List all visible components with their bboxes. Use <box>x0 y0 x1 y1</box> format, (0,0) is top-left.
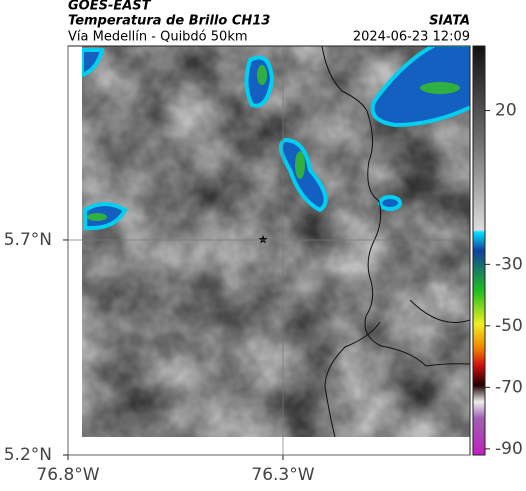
satellite-image <box>82 46 470 437</box>
route: Vía Medellín - Quibdó 50km <box>68 30 248 45</box>
colorbar <box>472 45 486 456</box>
lon-tick-label: 76.8°W <box>36 465 99 485</box>
title: GOES-EAST <box>68 0 152 14</box>
colorbar-tick-label: -70 <box>495 377 523 397</box>
colorbar-tick-label: -30 <box>495 254 523 274</box>
colorbar-tick-label: -90 <box>495 439 523 459</box>
lon-tick-label: 76.3°W <box>251 465 314 485</box>
lat-tick-label: 5.7°N <box>4 230 52 250</box>
timestamp: 2024-06-23 12:09 <box>353 30 470 45</box>
lat-tick-label: 5.2°N <box>4 445 52 465</box>
subtitle: Temperatura de Brillo CH13 <box>68 14 270 29</box>
location-marker: ★ <box>258 233 269 247</box>
source: SIATA <box>429 14 470 29</box>
colorbar-tick-label: -50 <box>495 316 523 336</box>
colorbar-tick-label: 20 <box>495 101 517 121</box>
